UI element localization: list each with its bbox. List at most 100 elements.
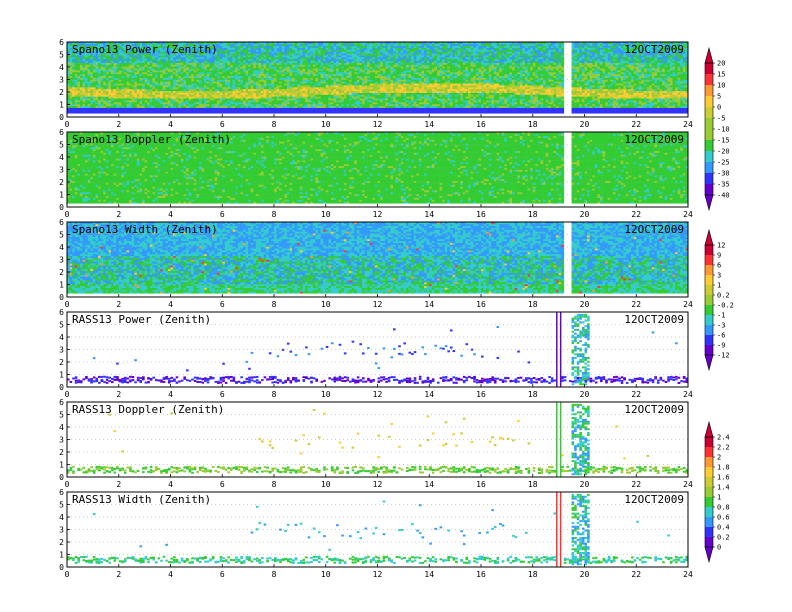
heatmap-cell bbox=[183, 79, 187, 82]
heatmap-cell bbox=[349, 92, 352, 95]
heatmap-cell bbox=[157, 49, 161, 52]
heatmap-cell bbox=[263, 83, 267, 86]
heatmap-cell bbox=[235, 103, 239, 107]
heatmap-cell bbox=[136, 94, 140, 97]
heatmap-cell bbox=[312, 43, 316, 47]
heatmap-cell bbox=[227, 107, 231, 110]
heatmap-cell bbox=[211, 58, 215, 62]
heatmap-cell bbox=[230, 55, 233, 58]
heatmap-cell bbox=[253, 62, 257, 65]
heatmap-cell bbox=[113, 51, 117, 54]
heatmap-cell bbox=[204, 77, 208, 80]
heatmap-cell bbox=[178, 102, 182, 105]
heatmap-cell bbox=[299, 72, 303, 75]
heatmap-cell bbox=[74, 88, 78, 92]
heatmap-cell bbox=[276, 107, 280, 110]
heatmap-cell bbox=[405, 111, 409, 114]
heatmap-cell bbox=[400, 79, 404, 82]
heatmap-cell bbox=[403, 102, 407, 105]
heatmap-cell bbox=[118, 43, 122, 47]
heatmap-cell bbox=[325, 57, 329, 60]
heatmap-cell bbox=[87, 83, 91, 86]
heatmap-cell bbox=[149, 49, 153, 52]
heatmap-cell bbox=[393, 73, 396, 77]
heatmap-cell bbox=[338, 57, 342, 60]
heatmap-cell bbox=[294, 73, 298, 77]
heatmap-cell bbox=[369, 102, 373, 105]
heatmap-cell bbox=[193, 83, 197, 86]
heatmap-cell bbox=[139, 51, 143, 54]
heatmap-cell bbox=[242, 98, 246, 101]
heatmap-cell bbox=[131, 75, 135, 78]
heatmap-cell bbox=[227, 85, 231, 88]
heatmap-cell bbox=[131, 60, 135, 63]
heatmap-cell bbox=[250, 60, 254, 63]
heatmap-cell bbox=[276, 88, 280, 92]
heatmap-cell bbox=[377, 72, 381, 75]
heatmap-cell bbox=[160, 72, 164, 75]
heatmap-cell bbox=[180, 75, 184, 78]
heatmap-cell bbox=[142, 92, 145, 95]
heatmap-cell bbox=[123, 45, 127, 48]
heatmap-cell bbox=[82, 42, 86, 45]
heatmap-cell bbox=[400, 45, 404, 48]
heatmap-cell bbox=[351, 92, 355, 95]
heatmap-cell bbox=[369, 105, 373, 108]
heatmap-cell bbox=[390, 51, 394, 54]
heatmap-cell bbox=[328, 42, 332, 45]
heatmap-cell bbox=[364, 60, 368, 63]
heatmap-cell bbox=[297, 43, 301, 47]
heatmap-cell bbox=[98, 107, 101, 110]
heatmap-cell bbox=[142, 57, 145, 60]
heatmap-cell bbox=[110, 58, 114, 62]
heatmap-cell bbox=[116, 105, 120, 108]
heatmap-cell bbox=[400, 53, 404, 56]
heatmap-cell bbox=[372, 62, 376, 65]
heatmap-cell bbox=[387, 103, 391, 107]
heatmap-cell bbox=[198, 72, 202, 75]
heatmap-cell bbox=[72, 51, 76, 54]
heatmap-cell bbox=[183, 66, 187, 69]
heatmap-cell bbox=[351, 81, 355, 84]
heatmap-cell bbox=[105, 88, 109, 92]
heatmap-cell bbox=[297, 98, 301, 101]
heatmap-cell bbox=[286, 85, 290, 88]
heatmap-cell bbox=[292, 83, 295, 86]
heatmap-cell bbox=[248, 45, 252, 48]
heatmap-cell bbox=[134, 81, 138, 84]
heatmap-cell bbox=[162, 77, 166, 80]
heatmap-cell bbox=[253, 79, 257, 82]
heatmap-cell bbox=[253, 90, 257, 93]
heatmap-cell bbox=[377, 83, 381, 86]
heatmap-cell bbox=[157, 55, 161, 58]
heatmap-cell bbox=[315, 49, 319, 52]
heatmap-cell bbox=[162, 64, 166, 67]
heatmap-cell bbox=[123, 103, 127, 107]
heatmap-cell bbox=[312, 62, 316, 65]
heatmap-cell bbox=[152, 75, 156, 78]
heatmap-cell bbox=[315, 68, 319, 71]
heatmap-cell bbox=[92, 92, 96, 95]
heatmap-cell bbox=[188, 100, 192, 103]
heatmap-cell bbox=[312, 111, 316, 114]
heatmap-cell bbox=[297, 90, 301, 93]
heatmap-cell bbox=[103, 85, 107, 88]
heatmap-cell bbox=[113, 47, 117, 50]
heatmap-cell bbox=[310, 98, 314, 101]
heatmap-cell bbox=[279, 55, 283, 58]
heatmap-cell bbox=[178, 111, 182, 114]
heatmap-cell bbox=[333, 87, 337, 90]
heatmap-cell bbox=[400, 42, 404, 45]
heatmap-cell bbox=[157, 66, 161, 69]
heatmap-cell bbox=[367, 98, 371, 101]
heatmap-cell bbox=[214, 77, 218, 80]
heatmap-cell bbox=[255, 87, 259, 90]
heatmap-cell bbox=[110, 53, 114, 56]
heatmap-cell bbox=[377, 55, 381, 58]
heatmap-cell bbox=[281, 111, 285, 114]
heatmap-cell bbox=[188, 55, 192, 58]
heatmap-cell bbox=[227, 92, 231, 95]
heatmap-cell bbox=[152, 111, 156, 114]
heatmap-cell bbox=[372, 51, 376, 54]
heatmap-cell bbox=[341, 83, 345, 86]
